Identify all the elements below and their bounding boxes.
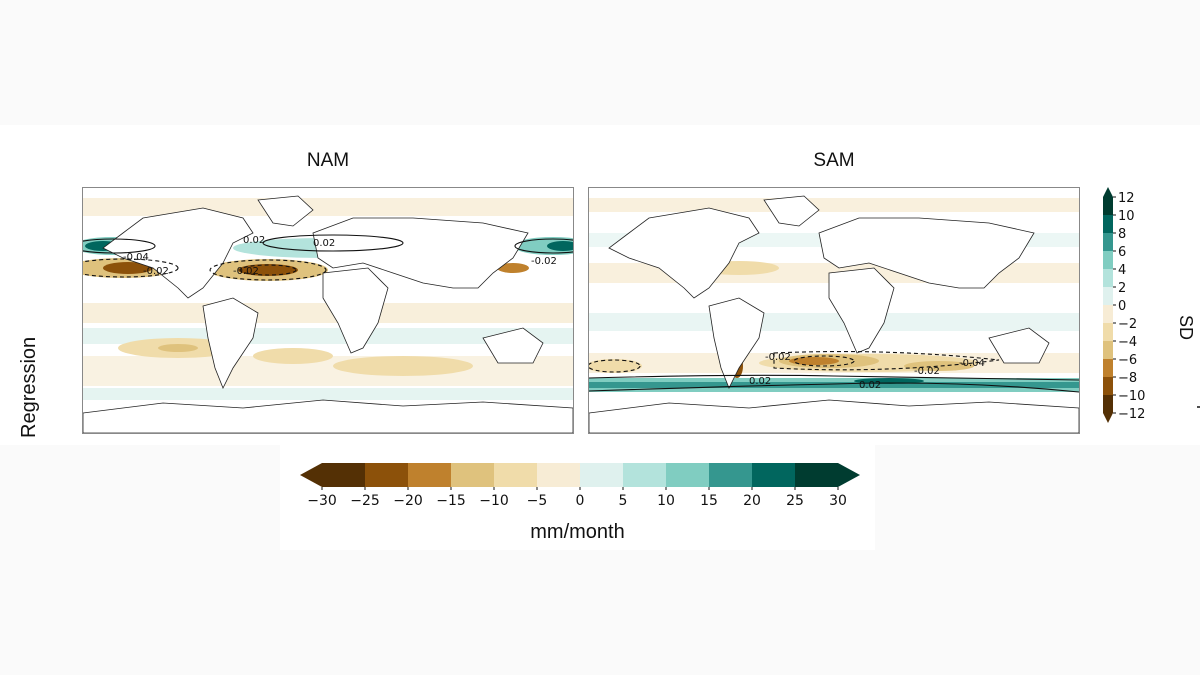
sam-contours	[589, 350, 1079, 393]
sam-contour-labels: -0.02 -0.04 -0.02 0.02 0.02	[749, 352, 985, 391]
right-colorbar-tick-label: −4	[1118, 335, 1137, 350]
right-colorbar-tick-label: −6	[1118, 353, 1137, 368]
right-colorbar-cells	[1103, 187, 1113, 423]
right-colorbar-tick-label: 8	[1118, 227, 1126, 242]
nam-contours	[83, 234, 573, 281]
contour-label: -0.04	[123, 252, 149, 263]
contour-label: 0.02	[749, 376, 771, 387]
right-colorbar-cell	[1103, 269, 1113, 287]
right-colorbar-cell	[1103, 359, 1113, 377]
map-sam: -0.02 -0.04 -0.02 0.02 0.02	[588, 187, 1080, 434]
bottom-colorbar-extend-left	[300, 463, 322, 487]
bottom-colorbar-cell	[709, 463, 752, 487]
bottom-colorbar-cell	[365, 463, 408, 487]
right-colorbar-tick-label: 4	[1118, 263, 1126, 278]
map-title-sam: SAM	[813, 150, 855, 171]
bottom-colorbar-cell	[322, 463, 365, 487]
bottom-colorbar-tick-label: −15	[436, 493, 466, 509]
contour-label: 0.02	[859, 380, 881, 391]
contour-label: -0.02	[914, 366, 940, 377]
bottom-colorbar-tick-label: 10	[657, 493, 675, 509]
bottom-colorbar-tick-label: 0	[576, 493, 585, 509]
right-colorbar-cell	[1103, 395, 1113, 413]
right-colorbar-tick-label: 12	[1118, 191, 1135, 206]
map-title-nam: NAM	[306, 150, 350, 171]
contour-label: -0.02	[765, 352, 791, 363]
bottom-colorbar-cell	[795, 463, 838, 487]
right-colorbar-cell	[1103, 215, 1113, 233]
bottom-colorbar-cell	[408, 463, 451, 487]
right-colorbar-tick-label: 10	[1118, 209, 1135, 224]
bottom-colorbar-cells	[300, 463, 860, 487]
bottom-colorbar-tick-label: 30	[829, 493, 847, 509]
right-colorbar-cell	[1103, 377, 1113, 395]
right-colorbar-tick-label: −12	[1118, 407, 1145, 422]
bottom-colorbar-cell	[666, 463, 709, 487]
right-colorbar-cell	[1103, 233, 1113, 251]
right-colorbar-extend-top	[1103, 187, 1113, 197]
nam-shading	[83, 198, 573, 400]
bottom-colorbar-cell	[537, 463, 580, 487]
bottom-colorbar-cell	[494, 463, 537, 487]
contour-label: -0.02	[143, 266, 169, 277]
right-colorbar-tick-label: −2	[1118, 317, 1137, 332]
bottom-colorbar-tick-label: 20	[743, 493, 761, 509]
right-colorbar-cell	[1103, 341, 1113, 359]
right-colorbar-cell	[1103, 305, 1113, 323]
bottom-colorbar-tick-label: −20	[393, 493, 423, 509]
bottom-colorbar-tick-label: 5	[619, 493, 628, 509]
bottom-colorbar: −30 −25 −20 −15 −10 −5 0 5 10 15 20 25 30	[300, 463, 860, 509]
figure: NAM SAM	[0, 125, 1200, 445]
bottom-colorbar-panel: −30 −25 −20 −15 −10 −5 0 5 10 15 20 25 30 mm/month	[280, 445, 875, 550]
right-colorbar-tick-label: 6	[1118, 245, 1126, 260]
right-colorbar: 12 10 8 6 4 2 0 −2 −4 −6 −8 −10 −12	[1103, 187, 1145, 423]
bottom-colorbar-tick-label: 15	[700, 493, 718, 509]
right-colorbar-cell	[1103, 287, 1113, 305]
sam-coastlines	[589, 195, 1079, 433]
bottom-colorbar-cell	[623, 463, 666, 487]
bottom-colorbar-cell	[580, 463, 623, 487]
bottom-colorbar-tick-label: −25	[350, 493, 380, 509]
contour-label: -0.02	[531, 256, 557, 267]
bottom-colorbar-ticks: −30 −25 −20 −15 −10 −5 0 5 10 15 20 25 30	[307, 487, 847, 509]
map-nam: 0.02 -0.02 -0.04 0.02 -0.02 -0.02	[82, 187, 574, 434]
bottom-colorbar-tick-label: 25	[786, 493, 804, 509]
bottom-colorbar-extend-right	[838, 463, 860, 487]
right-colorbar-cell	[1103, 197, 1113, 215]
row-label: Regression	[18, 336, 40, 438]
right-colorbar-tick-label: −10	[1118, 389, 1145, 404]
right-colorbar-cell	[1103, 251, 1113, 269]
right-colorbar-tick-label: 0	[1118, 299, 1126, 314]
right-colorbar-tick-label: −8	[1118, 371, 1137, 386]
nam-contour-labels: 0.02 -0.02 -0.04 0.02 -0.02 -0.02	[123, 235, 557, 277]
map-nam-svg: 0.02 -0.02 -0.04 0.02 -0.02 -0.02	[83, 195, 573, 433]
contour-label: 0.02	[313, 238, 335, 249]
bottom-colorbar-tick-label: −5	[527, 493, 548, 509]
contour-label: -0.02	[233, 266, 259, 277]
right-colorbar-ticks: 12 10 8 6 4 2 0 −2 −4 −6 −8 −10 −12	[1113, 191, 1145, 422]
bottom-colorbar-cell	[451, 463, 494, 487]
bottom-colorbar-label: mm/month	[530, 521, 625, 543]
map-sam-svg: -0.02 -0.04 -0.02 0.02 0.02	[589, 195, 1079, 433]
bottom-colorbar-cell	[752, 463, 795, 487]
right-colorbar-label: mm/month per SD	[1176, 315, 1200, 432]
bottom-colorbar-tick-label: −30	[307, 493, 337, 509]
right-colorbar-tick-label: 2	[1118, 281, 1126, 296]
contour-label: 0.02	[243, 235, 265, 246]
bottom-colorbar-tick-label: −10	[479, 493, 509, 509]
right-colorbar-extend-bottom	[1103, 413, 1113, 423]
right-colorbar-cell	[1103, 323, 1113, 341]
contour-label: -0.04	[959, 358, 985, 369]
